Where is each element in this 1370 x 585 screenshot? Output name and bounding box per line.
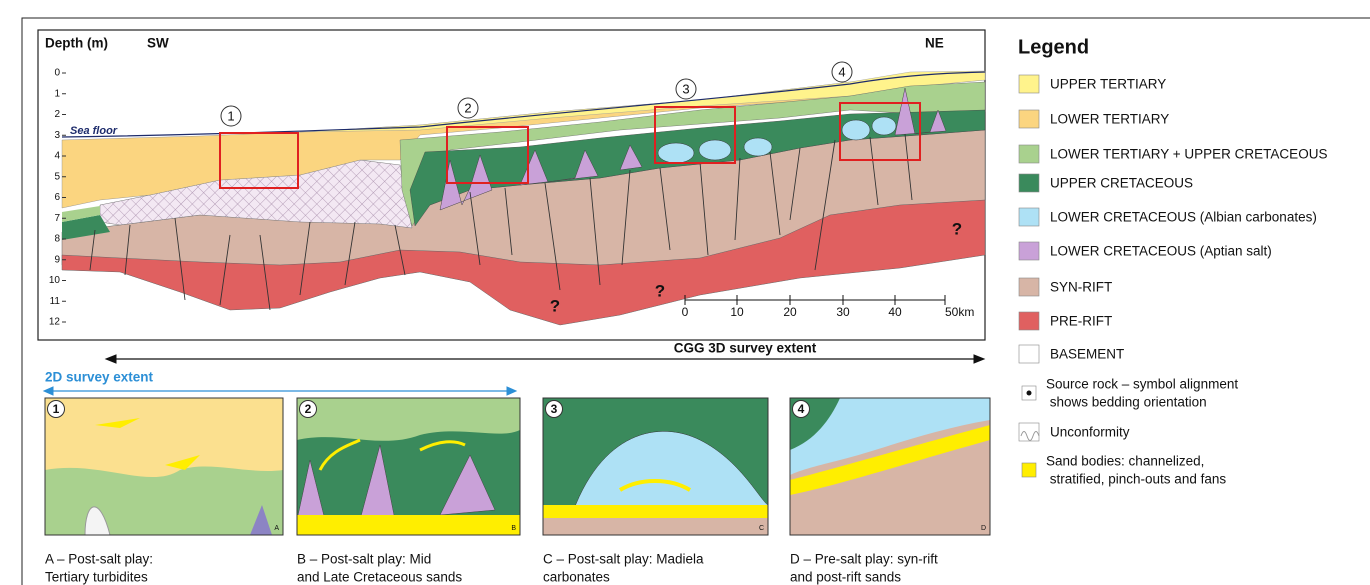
depth-tick-label: 12 — [49, 317, 61, 328]
depth-tick-label: 7 — [54, 213, 60, 224]
sand-body — [543, 505, 768, 518]
cgg-3d-arrow — [106, 355, 984, 363]
scale-label: 20 — [783, 305, 797, 319]
scale-label: 30 — [836, 305, 850, 319]
arrow-head — [507, 387, 516, 395]
depth-tick-label: 2 — [54, 109, 60, 120]
panel-caption: Tertiary turbidites — [45, 570, 148, 585]
legend-label: SYN-RIFT — [1050, 280, 1112, 295]
survey-2d-label: 2D survey extent — [45, 370, 154, 385]
carbonate-body — [658, 143, 694, 163]
panel-a-art — [45, 398, 283, 535]
panel-caption: carbonates — [543, 570, 610, 585]
legend-label: LOWER CRETACEOUS (Albian carbonates) — [1050, 210, 1317, 225]
page: {"cross_section": {"depth_label": "Depth… — [0, 0, 1370, 585]
carbonate-body — [744, 138, 772, 156]
legend-swatch — [1019, 75, 1039, 93]
sand-body — [297, 515, 520, 535]
carbonate-body — [872, 117, 896, 135]
panel-caption: D – Pre-salt play: syn-rift — [790, 552, 938, 567]
panel-caption: and post-rift sands — [790, 570, 901, 585]
panel-b-art — [297, 398, 520, 535]
depth-tick-label: 6 — [54, 192, 60, 203]
legend-label: LOWER TERTIARY + UPPER CRETACEOUS — [1050, 147, 1327, 162]
panel-c-art — [543, 398, 768, 535]
legend-swatch — [1019, 145, 1039, 163]
scale-label: 40 — [888, 305, 902, 319]
panel-number: 4 — [798, 402, 805, 416]
legend-swatch — [1022, 463, 1036, 477]
depth-tick-label: 0 — [54, 68, 60, 79]
panel-number: 3 — [551, 402, 558, 416]
survey-2d-arrow — [44, 387, 516, 395]
depth-tick-label: 1 — [54, 88, 60, 99]
scale-label: 10 — [730, 305, 744, 319]
legend-swatch — [1019, 208, 1039, 226]
callout-number: 1 — [227, 108, 234, 123]
panel-caption: B – Post-salt play: Mid — [297, 552, 431, 567]
legend-title: Legend — [1018, 36, 1089, 58]
depth-tick-label: 10 — [49, 275, 61, 286]
callout-number: 3 — [682, 81, 689, 96]
body: Depth (m) SW NE Sea floor CGG 3D survey … — [0, 0, 1370, 585]
legend-label: Unconformity — [1050, 425, 1130, 440]
panel-number: 1 — [53, 402, 60, 416]
carbonate-body — [699, 140, 731, 160]
depth-label: Depth (m) — [45, 36, 108, 51]
panel-caption: and Late Cretaceous sands — [297, 570, 462, 585]
legend-label: BASEMENT — [1050, 347, 1124, 362]
question-mark: ? — [655, 281, 665, 300]
panel-caption: C – Post-salt play: Madiela — [543, 552, 704, 567]
scale-label: 0 — [682, 305, 689, 319]
panel-letter: D — [981, 525, 986, 532]
arrow-head — [44, 387, 53, 395]
panel-letter: C — [759, 525, 764, 532]
legend-label: LOWER CRETACEOUS (Aptian salt) — [1050, 244, 1272, 259]
panel-layer — [45, 466, 283, 535]
panel-letter: A — [274, 525, 279, 532]
depth-tick-label: 11 — [50, 296, 61, 307]
callout-number: 2 — [464, 100, 471, 115]
carbonate-body — [842, 120, 870, 140]
sw-label: SW — [147, 36, 169, 51]
legend-label: Source rock – symbol alignment — [1046, 377, 1238, 392]
legend-swatch — [1019, 312, 1039, 330]
depth-tick-label: 4 — [54, 151, 60, 162]
diagram: Depth (m) SW NE Sea floor CGG 3D survey … — [0, 0, 1370, 585]
cgg-3d-label: CGG 3D survey extent — [674, 341, 817, 356]
depth-tick-label: 9 — [54, 254, 60, 265]
question-mark: ? — [952, 219, 962, 238]
legend-swatch — [1019, 110, 1039, 128]
panel-d-art — [790, 398, 990, 535]
depth-tick-label: 5 — [54, 171, 60, 182]
question-mark: ? — [550, 296, 560, 315]
arrow-head — [106, 355, 116, 363]
legend-label: stratified, pinch-outs and fans — [1046, 472, 1226, 487]
panel-number: 2 — [305, 402, 312, 416]
legend-label: Sand bodies: channelized, — [1046, 454, 1204, 469]
depth-tick-label: 8 — [54, 234, 60, 245]
panel-caption: A – Post-salt play: — [45, 552, 153, 567]
legend-swatch — [1019, 278, 1039, 296]
legend-label: shows bedding orientation — [1046, 395, 1207, 410]
legend-label: LOWER TERTIARY — [1050, 112, 1169, 127]
scale-label: 50km — [945, 305, 974, 319]
panel-layer — [543, 518, 768, 535]
callout-number: 4 — [838, 64, 845, 79]
legend-label: PRE-RIFT — [1050, 314, 1112, 329]
arrow-head — [974, 355, 984, 363]
legend-swatch — [1019, 345, 1039, 363]
depth-tick-label: 3 — [54, 130, 60, 141]
legend-swatch — [1019, 242, 1039, 260]
legend-label: UPPER TERTIARY — [1050, 77, 1166, 92]
source-rock-icon — [1027, 391, 1032, 396]
legend-swatch — [1019, 174, 1039, 192]
panel-letter: B — [511, 525, 516, 532]
sea-floor-label: Sea floor — [70, 125, 118, 137]
ne-label: NE — [925, 36, 944, 51]
legend-label: UPPER CRETACEOUS — [1050, 176, 1193, 191]
